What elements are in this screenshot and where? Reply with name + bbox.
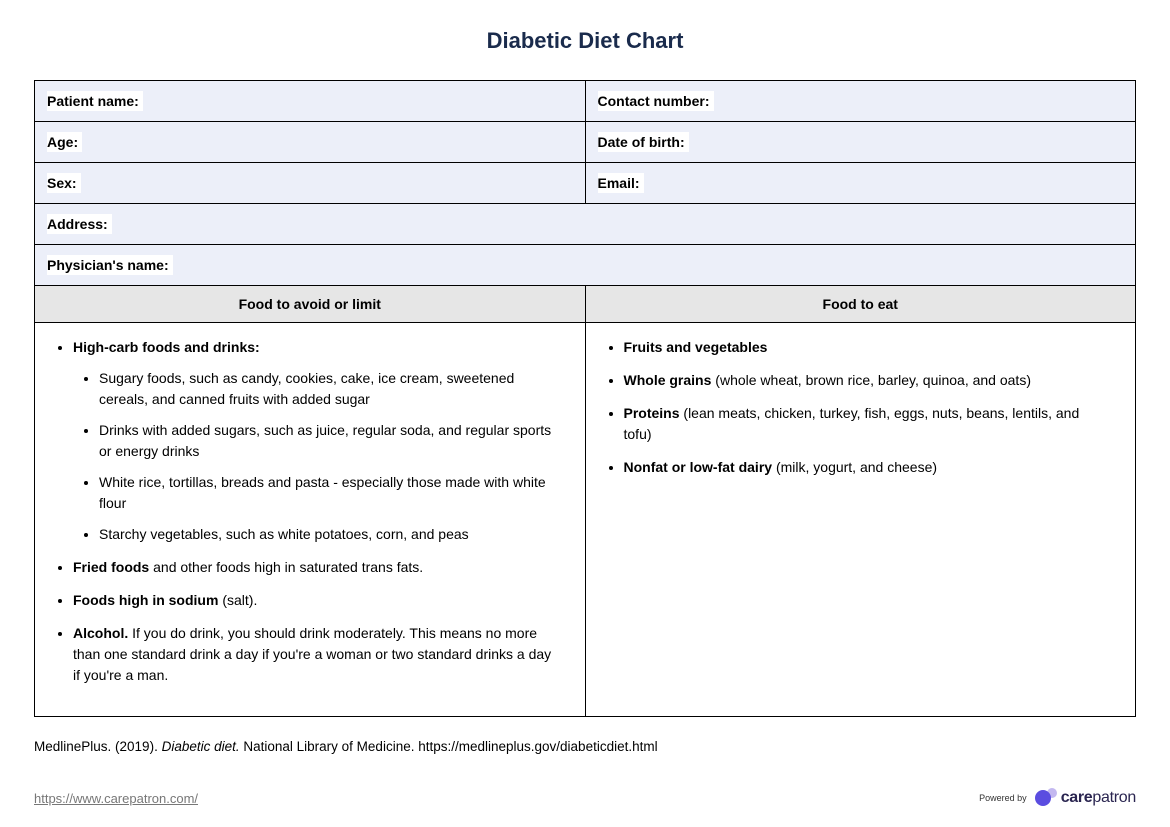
label-age: Age: [47,132,82,152]
input-dob[interactable] [693,134,1008,150]
powered-by-label: Powered by [979,793,1027,803]
eat-rest: (lean meats, chicken, turkey, fish, eggs… [624,405,1080,442]
input-age[interactable] [86,134,401,150]
footer-link[interactable]: https://www.carepatron.com/ [34,791,198,806]
avoid-item: Fried foods and other foods high in satu… [73,557,567,578]
header-eat: Food to eat [585,286,1136,323]
input-contact-number[interactable] [717,93,1032,109]
avoid-bold: High-carb foods and drinks: [73,339,260,355]
eat-bold: Proteins [624,405,680,421]
eat-bold: Nonfat or low-fat dairy [624,459,773,475]
avoid-bold: Foods high in sodium [73,592,218,608]
input-physician[interactable] [177,257,1038,273]
avoid-bold: Alcohol. [73,625,128,641]
citation-suffix: National Library of Medicine. https://me… [240,739,658,754]
label-contact-number: Contact number: [598,91,714,111]
input-sex[interactable] [84,175,399,191]
eat-bold: Fruits and vegetables [624,339,768,355]
food-header-row: Food to avoid or limit Food to eat [34,286,1136,323]
field-patient-name: Patient name: [35,81,586,122]
avoid-sub-item: Sugary foods, such as candy, cookies, ca… [99,368,561,410]
field-sex: Sex: [35,163,586,204]
avoid-item: Foods high in sodium (salt). [73,590,567,611]
eat-rest: (milk, yogurt, and cheese) [772,459,937,475]
avoid-rest: and other foods high in saturated trans … [149,559,423,575]
eat-rest: (whole wheat, brown rice, barley, quinoa… [711,372,1031,388]
cell-avoid: High-carb foods and drinks: Sugary foods… [35,323,586,717]
carepatron-logo: carepatron [1035,787,1136,809]
field-contact-number: Contact number: [585,81,1136,122]
avoid-sub-item: Drinks with added sugars, such as juice,… [99,420,561,462]
avoid-sub-item: White rice, tortillas, breads and pasta … [99,472,561,514]
eat-item: Fruits and vegetables [624,337,1118,358]
label-dob: Date of birth: [598,132,689,152]
field-physician: Physician's name: [35,245,1136,286]
label-sex: Sex: [47,173,81,193]
input-address[interactable] [116,216,1031,232]
input-patient-name[interactable] [147,93,462,109]
patient-info-table: Patient name: Contact number: Age: Date … [34,80,1136,286]
eat-item: Whole grains (whole wheat, brown rice, b… [624,370,1118,391]
avoid-rest: If you do drink, you should drink modera… [73,625,551,683]
avoid-item: Alcohol. If you do drink, you should dri… [73,623,567,686]
label-address: Address: [47,214,112,234]
cell-eat: Fruits and vegetables Whole grains (whol… [585,323,1136,717]
field-age: Age: [35,122,586,163]
avoid-sub-item: Starchy vegetables, such as white potato… [99,524,561,545]
eat-item: Nonfat or low-fat dairy (milk, yogurt, a… [624,457,1118,478]
food-body-table: High-carb foods and drinks: Sugary foods… [34,323,1136,717]
header-avoid: Food to avoid or limit [35,286,586,323]
eat-bold: Whole grains [624,372,712,388]
input-email[interactable] [647,175,962,191]
footer: https://www.carepatron.com/ Powered by c… [34,787,1136,809]
eat-item: Proteins (lean meats, chicken, turkey, f… [624,403,1118,445]
logo-icon [1035,787,1057,809]
label-physician: Physician's name: [47,255,173,275]
logo-text: carepatron [1061,789,1136,807]
label-email: Email: [598,173,644,193]
citation-text: MedlinePlus. (2019). Diabetic diet. Nati… [34,739,1136,754]
field-email: Email: [585,163,1136,204]
citation-italic: Diabetic diet. [162,739,240,754]
field-address: Address: [35,204,1136,245]
citation-prefix: MedlinePlus. (2019). [34,739,162,754]
label-patient-name: Patient name: [47,91,143,111]
field-dob: Date of birth: [585,122,1136,163]
avoid-rest: (salt). [218,592,257,608]
page-title: Diabetic Diet Chart [34,28,1136,54]
powered-by: Powered by carepatron [979,787,1136,809]
avoid-bold: Fried foods [73,559,149,575]
avoid-item: High-carb foods and drinks: Sugary foods… [73,337,567,545]
